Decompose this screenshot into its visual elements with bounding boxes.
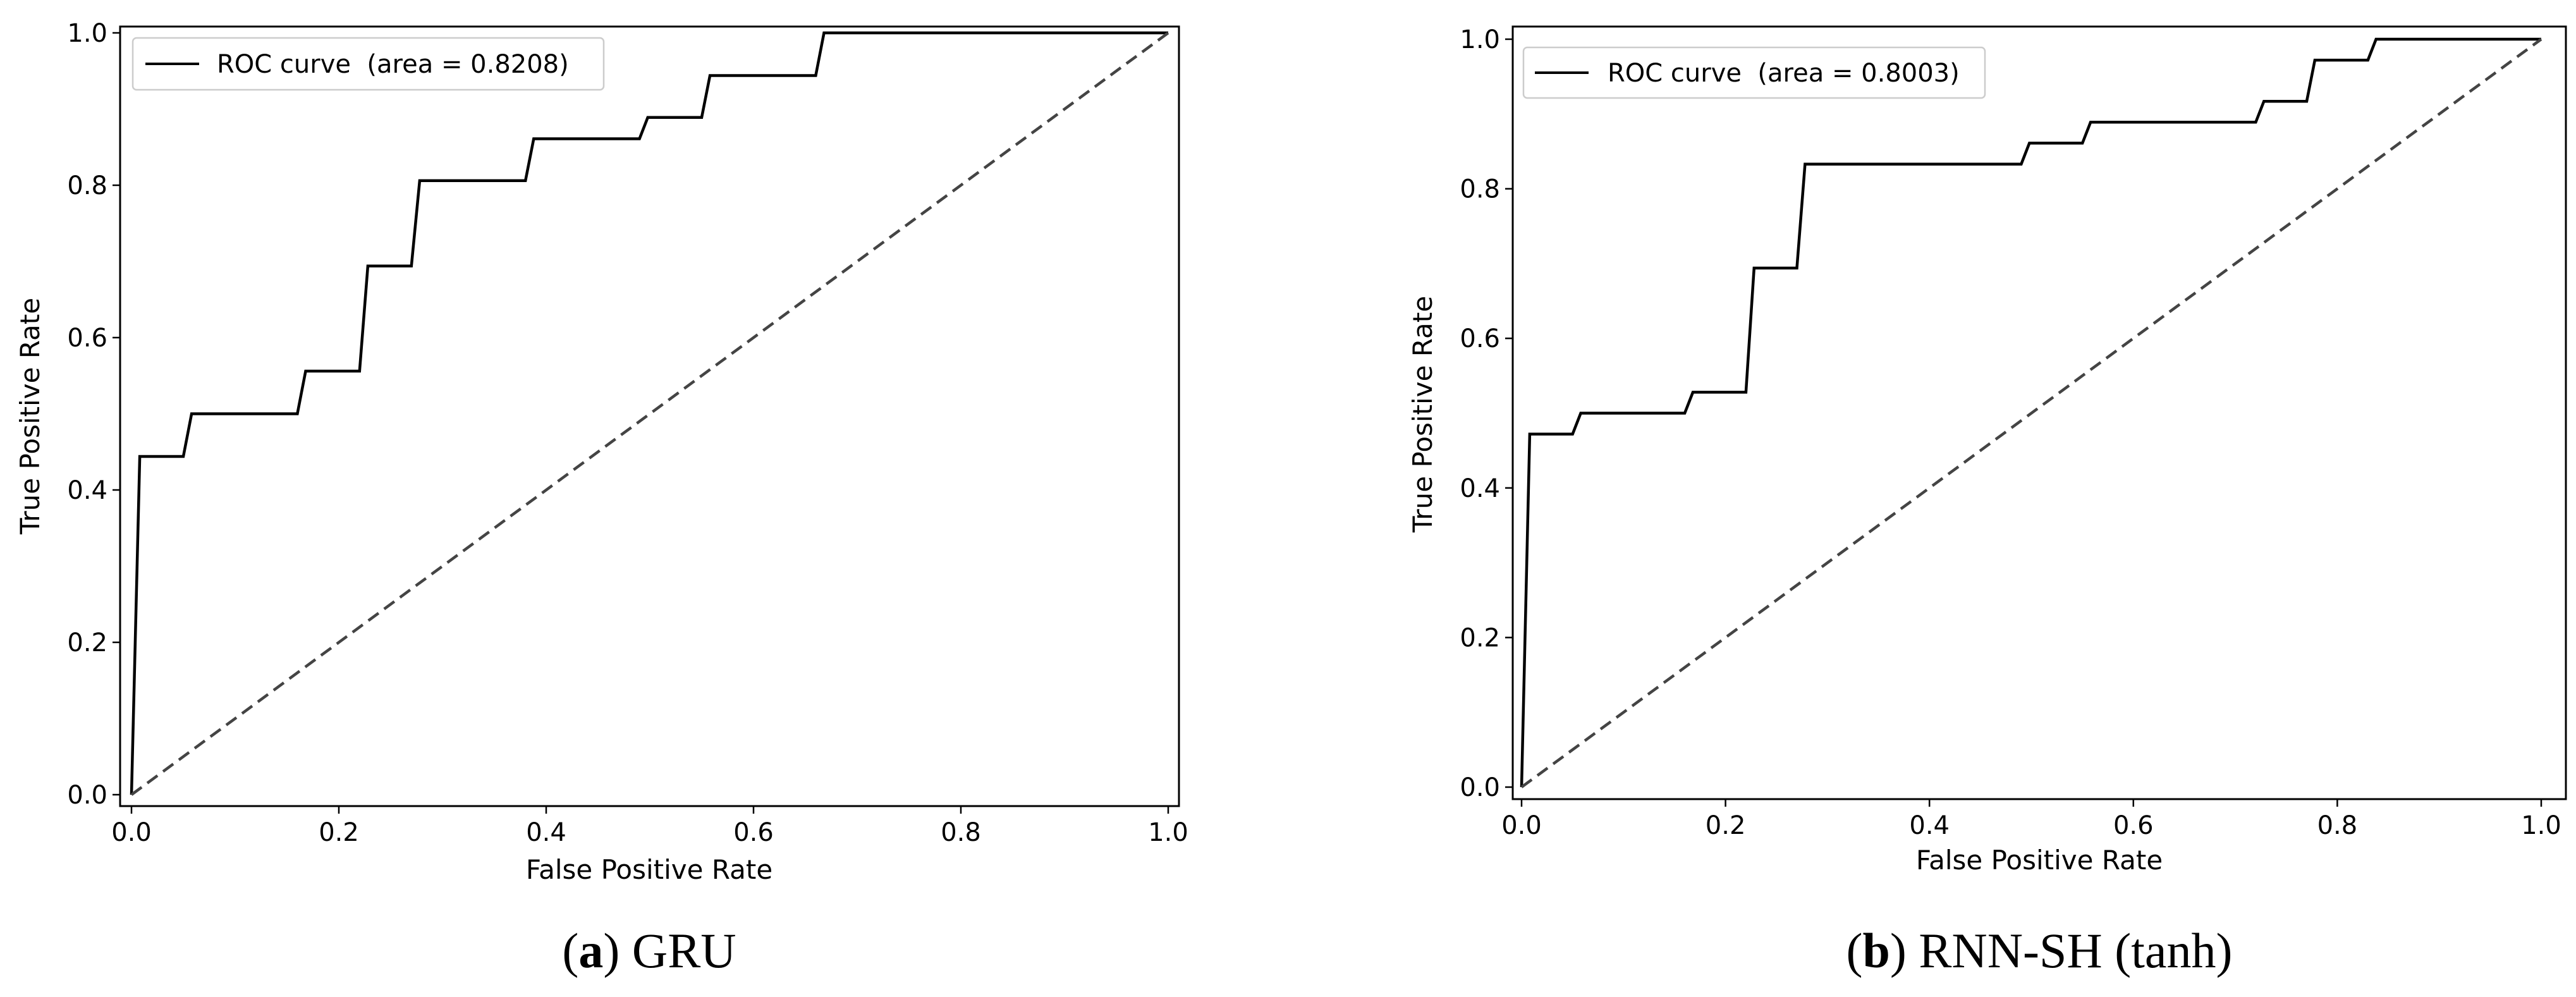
series-line-roc-curve-area-0-8003 (1520, 37, 2541, 788)
x-tick-label: 0.8 (2317, 811, 2358, 840)
y-axis-ticks: 0.0 0.2 0.4 0.6 0.8 1.0 (1460, 25, 1513, 802)
y-tick-label: 0.4 (1460, 474, 1500, 503)
y-axis-label: True Positive Rate (15, 298, 46, 535)
y-tick-label: 0.0 (67, 781, 107, 810)
legend-box (1522, 46, 1986, 99)
x-tick-label: 0.6 (2113, 811, 2154, 840)
x-axis-label: False Positive Rate (1916, 845, 2163, 876)
legend-box (131, 37, 605, 91)
x-tick-label: 0.6 (733, 818, 774, 847)
x-tick-label: 0.2 (1706, 811, 1746, 840)
legend: ROC curve (area = 0.8003) (1522, 46, 1986, 99)
y-axis-ticks: 0.0 0.2 0.4 0.6 0.8 1.0 (67, 19, 120, 810)
panel-caption-a: (a) GRU (562, 923, 736, 978)
y-tick-label: 0.4 (67, 476, 107, 505)
y-tick-label: 0.6 (67, 324, 107, 353)
x-tick-label: 1.0 (2521, 811, 2561, 840)
x-tick-label: 0.0 (1501, 811, 1542, 840)
chart-panel-a: 0.0 0.2 0.4 0.6 0.8 1.0 0.0 0.2 0.4 0.6 0.8 1.0 Fa… (15, 19, 1188, 978)
x-tick-label: 0.8 (941, 818, 981, 847)
x-tick-label: 0.4 (1909, 811, 1950, 840)
series-layer (1520, 37, 2542, 788)
y-tick-label: 0.2 (1460, 623, 1500, 652)
x-axis-ticks: 0.0 0.2 0.4 0.6 0.8 1.0 (111, 806, 1188, 847)
y-tick-label: 0.8 (1460, 175, 1500, 204)
x-axis-label: False Positive Rate (526, 854, 772, 885)
y-tick-label: 1.0 (67, 19, 107, 48)
series-line-chance (1520, 38, 2542, 788)
chart-panel-b: 0.0 0.2 0.4 0.6 0.8 1.0 0.0 0.2 0.4 0.6 0.8 1.0 Fa… (1407, 25, 2567, 978)
x-tick-label: 0.2 (319, 818, 359, 847)
panel-caption-b: (b) RNN-SH (tanh) (1847, 923, 2233, 978)
x-tick-label: 0.4 (526, 818, 566, 847)
y-tick-label: 0.6 (1460, 324, 1500, 353)
legend-label-roc: ROC curve (area = 0.8208) (217, 50, 569, 79)
series-line-roc-curve-area-0-8208 (130, 31, 1168, 795)
y-tick-label: 0.2 (67, 628, 107, 658)
legend-label-roc: ROC curve (area = 0.8003) (1608, 59, 1960, 88)
y-tick-label: 0.0 (1460, 773, 1500, 802)
plot-area-frame (1511, 25, 2567, 800)
y-tick-label: 1.0 (1460, 25, 1500, 54)
y-axis-label: True Positive Rate (1407, 296, 1438, 533)
y-tick-label: 0.8 (67, 171, 107, 200)
plot-area-frame (119, 25, 1180, 807)
x-tick-label: 1.0 (1148, 818, 1188, 847)
legend: ROC curve (area = 0.8208) (131, 37, 605, 91)
series-layer (130, 31, 1169, 796)
x-tick-label: 0.0 (111, 818, 152, 847)
x-axis-ticks: 0.0 0.2 0.4 0.6 0.8 1.0 (1501, 799, 2561, 840)
